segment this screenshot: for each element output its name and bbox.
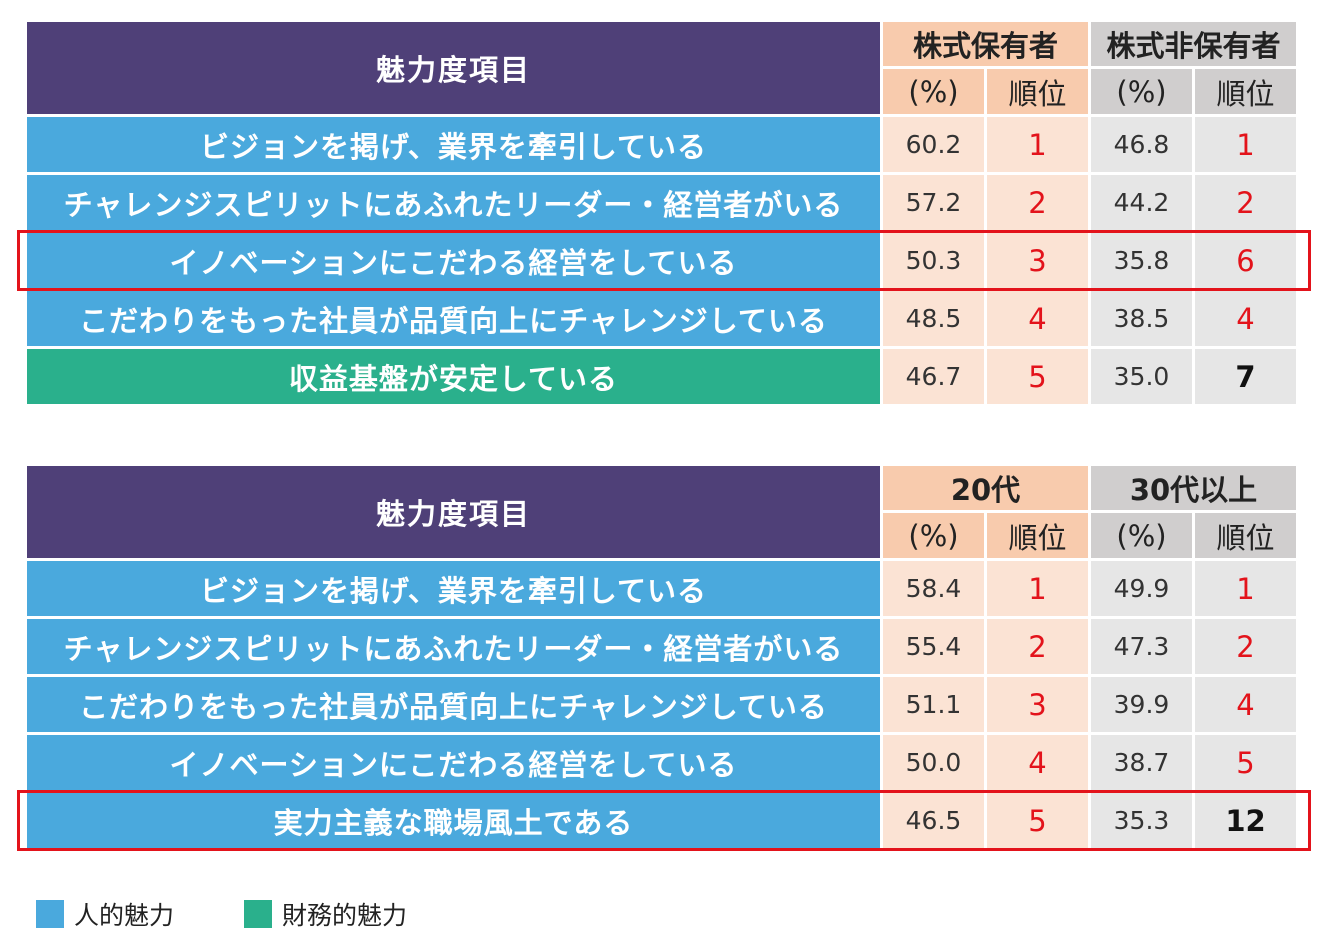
rank-value: 2 <box>1195 619 1296 674</box>
table-row: チャレンジスピリットにあふれたリーダー・経営者がいる 57.2 2 44.2 2 <box>27 175 1297 230</box>
row-label: こだわりをもった社員が品質向上にチャレンジしている <box>27 291 880 346</box>
table-row: 実力主義な職場風土である 46.5 5 35.3 12 <box>17 790 1311 851</box>
group-title: 30代以上 <box>1091 466 1296 510</box>
pct-value: 46.7 <box>883 349 984 404</box>
legend-label: 財務的魅力 <box>282 901 408 930</box>
group-title: 株式保有者 <box>883 22 1088 66</box>
group-title: 株式非保有者 <box>1091 22 1296 66</box>
header-group-non-shareholders: 株式非保有者 (%) 順位 <box>1091 22 1296 114</box>
pct-col-header: (%) <box>883 69 984 114</box>
rank-value: 7 <box>1195 349 1296 404</box>
pct-value: 51.1 <box>883 677 984 732</box>
row-label: イノベーションにこだわる経営をしている <box>27 735 880 790</box>
row-label: ビジョンを掲げ、業界を牽引している <box>27 561 880 616</box>
table-row: こだわりをもった社員が品質向上にチャレンジしている 51.1 3 39.9 4 <box>27 677 1297 732</box>
rank-value: 1 <box>1195 561 1296 616</box>
pct-value: 58.4 <box>883 561 984 616</box>
pct-value: 44.2 <box>1091 175 1192 230</box>
pct-value: 38.7 <box>1091 735 1192 790</box>
rank-value: 1 <box>987 117 1088 172</box>
table-row: イノベーションにこだわる経営をしている 50.3 3 35.8 6 <box>17 230 1311 291</box>
row-label: チャレンジスピリットにあふれたリーダー・経営者がいる <box>27 619 880 674</box>
table-body: ビジョンを掲げ、業界を牽引している 58.4 1 49.9 1 チャレンジスピリットにあふ… <box>17 561 1311 851</box>
pct-value: 50.0 <box>883 735 984 790</box>
pct-value: 46.5 <box>883 793 984 848</box>
header-item-label: 魅力度項目 <box>27 22 880 114</box>
rank-value: 3 <box>987 233 1088 288</box>
header-group-20s: 20代 (%) 順位 <box>883 466 1088 558</box>
rank-col-header: 順位 <box>987 69 1088 114</box>
pct-value: 35.8 <box>1091 233 1192 288</box>
rank-value: 5 <box>1195 735 1296 790</box>
rank-value: 1 <box>987 561 1088 616</box>
rank-col-header: 順位 <box>1195 69 1296 114</box>
group-title: 20代 <box>883 466 1088 510</box>
rank-col-header: 順位 <box>1195 513 1296 558</box>
rank-value: 4 <box>1195 291 1296 346</box>
rank-value: 1 <box>1195 117 1296 172</box>
pct-value: 50.3 <box>883 233 984 288</box>
pct-value: 35.0 <box>1091 349 1192 404</box>
pct-value: 47.3 <box>1091 619 1192 674</box>
row-label: 実力主義な職場風土である <box>27 793 880 848</box>
rank-col-header: 順位 <box>987 513 1088 558</box>
rank-value: 6 <box>1195 233 1296 288</box>
pct-value: 46.8 <box>1091 117 1192 172</box>
table-body: ビジョンを掲げ、業界を牽引している 60.2 1 46.8 1 チャレンジスピリットにあふ… <box>17 117 1311 404</box>
rank-value: 12 <box>1195 793 1296 848</box>
legend-item-finance: 財務的魅力 <box>244 896 407 932</box>
ranking-table-shareholders: 魅力度項目 株式保有者 (%) 順位 株式非保有者 (%) 順位 ビジョンを掲げ… <box>17 22 1311 404</box>
row-label: チャレンジスピリットにあふれたリーダー・経営者がいる <box>27 175 880 230</box>
rank-value: 4 <box>1195 677 1296 732</box>
pct-value: 57.2 <box>883 175 984 230</box>
pct-col-header: (%) <box>1091 513 1192 558</box>
pct-col-header: (%) <box>1091 69 1192 114</box>
pct-value: 35.3 <box>1091 793 1192 848</box>
pct-value: 48.5 <box>883 291 984 346</box>
row-label: こだわりをもった社員が品質向上にチャレンジしている <box>27 677 880 732</box>
rank-value: 2 <box>1195 175 1296 230</box>
legend-item-human: 人的魅力 <box>36 896 174 932</box>
legend-swatch-human <box>36 900 64 928</box>
pct-value: 38.5 <box>1091 291 1192 346</box>
ranking-table-age: 魅力度項目 20代 (%) 順位 30代以上 (%) 順位 ビジョンを掲げ、業界… <box>17 466 1311 851</box>
rank-value: 2 <box>987 175 1088 230</box>
row-label: イノベーションにこだわる経営をしている <box>27 233 880 288</box>
legend-label: 人的魅力 <box>74 901 175 930</box>
table-row: こだわりをもった社員が品質向上にチャレンジしている 48.5 4 38.5 4 <box>27 291 1297 346</box>
header-group-shareholders: 株式保有者 (%) 順位 <box>883 22 1088 114</box>
row-label: 収益基盤が安定している <box>27 349 880 404</box>
rank-value: 5 <box>987 793 1088 848</box>
rank-value: 4 <box>987 291 1088 346</box>
table-row: ビジョンを掲げ、業界を牽引している 60.2 1 46.8 1 <box>27 117 1297 172</box>
pct-value: 39.9 <box>1091 677 1192 732</box>
pct-value: 55.4 <box>883 619 984 674</box>
rank-value: 3 <box>987 677 1088 732</box>
pct-value: 49.9 <box>1091 561 1192 616</box>
rank-value: 4 <box>987 735 1088 790</box>
pct-value: 60.2 <box>883 117 984 172</box>
table-row: チャレンジスピリットにあふれたリーダー・経営者がいる 55.4 2 47.3 2 <box>27 619 1297 674</box>
rank-value: 2 <box>987 619 1088 674</box>
table-header: 魅力度項目 20代 (%) 順位 30代以上 (%) 順位 <box>27 466 1297 558</box>
table-row: ビジョンを掲げ、業界を牽引している 58.4 1 49.9 1 <box>27 561 1297 616</box>
row-label: ビジョンを掲げ、業界を牽引している <box>27 117 880 172</box>
table-row: 収益基盤が安定している 46.7 5 35.0 7 <box>27 349 1297 404</box>
header-item-label: 魅力度項目 <box>27 466 880 558</box>
header-group-30s-plus: 30代以上 (%) 順位 <box>1091 466 1296 558</box>
pct-col-header: (%) <box>883 513 984 558</box>
table-row: イノベーションにこだわる経営をしている 50.0 4 38.7 5 <box>27 735 1297 790</box>
table-header: 魅力度項目 株式保有者 (%) 順位 株式非保有者 (%) 順位 <box>27 22 1297 114</box>
rank-value: 5 <box>987 349 1088 404</box>
legend: 人的魅力 財務的魅力 <box>36 898 477 930</box>
legend-swatch-finance <box>244 900 273 928</box>
